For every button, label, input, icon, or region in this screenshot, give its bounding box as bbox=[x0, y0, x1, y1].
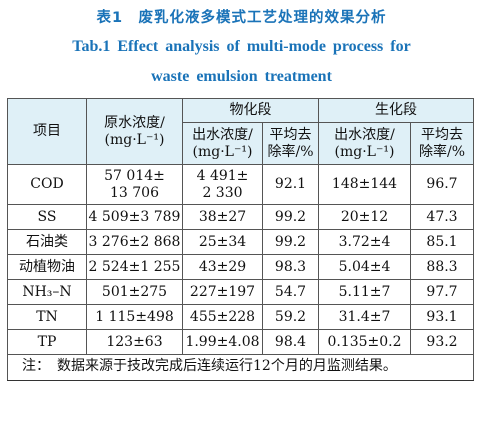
cell-bc-out: 0.135±0.2 bbox=[318, 329, 411, 355]
header-bc-effluent-unit: (mg·L⁻¹) bbox=[334, 143, 395, 160]
header-raw-unit: (mg·L⁻¹) bbox=[104, 131, 165, 148]
cell-pc-out-line2: 2 330 bbox=[202, 184, 243, 201]
cell-pc-out: 4 491± 2 330 bbox=[182, 164, 263, 205]
table-row: NH₃–N 501±275 227±197 54.7 5.11±7 97.7 bbox=[7, 279, 474, 305]
header-pc-effluent: 出水浓度/ (mg·L⁻¹) bbox=[182, 122, 263, 165]
table-row: 动植物油 2 524±1 255 43±29 98.3 5.04±4 88.3 bbox=[7, 254, 474, 280]
cell-pc-rate: 59.2 bbox=[262, 304, 319, 330]
header-pc-effluent-unit: (mg·L⁻¹) bbox=[192, 143, 253, 160]
header-item: 项目 bbox=[7, 98, 87, 165]
header-pc-effluent-label: 出水浓度/ bbox=[192, 126, 253, 143]
cell-item: 动植物油 bbox=[7, 254, 87, 280]
cell-item: SS bbox=[7, 204, 87, 230]
cell-bc-out: 148±144 bbox=[318, 164, 411, 205]
cell-bc-rate: 88.3 bbox=[410, 254, 474, 280]
cell-item: TP bbox=[7, 329, 87, 355]
table-row: SS 4 509±3 789 38±27 99.2 20±12 47.3 bbox=[7, 204, 474, 230]
table-row: TN 1 115±498 455±228 59.2 31.4±7 93.1 bbox=[7, 304, 474, 330]
cell-bc-out: 5.04±4 bbox=[318, 254, 411, 280]
table-note-row: 注： 数据来源于技改完成后连续运行12个月的月监测结果。 bbox=[7, 354, 474, 381]
table-caption-en-line1: Tab.1 Effect analysis of multi-mode proc… bbox=[72, 38, 411, 55]
cell-pc-out: 455±228 bbox=[182, 304, 263, 330]
header-biochem-stage: 生化段 bbox=[318, 98, 474, 123]
table-row: 石油类 3 276±2 868 25±34 99.2 3.72±4 85.1 bbox=[7, 229, 474, 255]
cell-item: 石油类 bbox=[7, 229, 87, 255]
cell-pc-out: 43±29 bbox=[182, 254, 263, 280]
cell-raw: 501±275 bbox=[86, 279, 183, 305]
cell-pc-rate: 99.2 bbox=[262, 204, 319, 230]
cell-item: COD bbox=[7, 164, 87, 205]
cell-pc-rate: 98.3 bbox=[262, 254, 319, 280]
cell-raw: 3 276±2 868 bbox=[86, 229, 183, 255]
cell-raw-line2: 13 706 bbox=[110, 184, 159, 201]
header-pc-removal-line1: 平均去 bbox=[269, 126, 312, 143]
cell-bc-rate: 85.1 bbox=[410, 229, 474, 255]
cell-raw: 123±63 bbox=[86, 329, 183, 355]
cell-pc-out-line1: 4 491± bbox=[196, 167, 249, 184]
table-row: TP 123±63 1.99±4.08 98.4 0.135±0.2 93.2 bbox=[7, 329, 474, 355]
header-physchem-stage: 物化段 bbox=[182, 98, 319, 123]
cell-pc-out: 38±27 bbox=[182, 204, 263, 230]
effect-analysis-table: 项目 原水浓度/ (mg·L⁻¹) 物化段 生化段 出水浓度/ (mg·L⁻¹)… bbox=[7, 98, 474, 381]
header-bc-removal: 平均去 除率/% bbox=[410, 122, 474, 165]
cell-bc-rate: 93.2 bbox=[410, 329, 474, 355]
cell-pc-out: 1.99±4.08 bbox=[182, 329, 263, 355]
table-note: 注： 数据来源于技改完成后连续运行12个月的月监测结果。 bbox=[7, 354, 474, 381]
cell-bc-out: 5.11±7 bbox=[318, 279, 411, 305]
cell-bc-out: 3.72±4 bbox=[318, 229, 411, 255]
cell-pc-rate: 98.4 bbox=[262, 329, 319, 355]
cell-pc-rate: 99.2 bbox=[262, 229, 319, 255]
header-bc-effluent: 出水浓度/ (mg·L⁻¹) bbox=[318, 122, 411, 165]
cell-bc-rate: 96.7 bbox=[410, 164, 474, 205]
header-raw-label: 原水浓度/ bbox=[104, 114, 165, 131]
cell-bc-out: 20±12 bbox=[318, 204, 411, 230]
cell-raw-line1: 57 014± bbox=[104, 167, 165, 184]
header-bc-removal-line1: 平均去 bbox=[421, 126, 463, 143]
cell-pc-out: 25±34 bbox=[182, 229, 263, 255]
header-pc-removal-line2: 除率/% bbox=[267, 143, 314, 160]
cell-pc-rate: 54.7 bbox=[262, 279, 319, 305]
cell-raw: 2 524±1 255 bbox=[86, 254, 183, 280]
cell-bc-rate: 47.3 bbox=[410, 204, 474, 230]
cell-bc-rate: 97.7 bbox=[410, 279, 474, 305]
header-pc-removal: 平均去 除率/% bbox=[262, 122, 319, 165]
header-bc-removal-line2: 除率/% bbox=[418, 143, 466, 160]
cell-raw: 57 014± 13 706 bbox=[86, 164, 183, 205]
header-raw-concentration: 原水浓度/ (mg·L⁻¹) bbox=[86, 98, 183, 165]
header-bc-effluent-label: 出水浓度/ bbox=[334, 126, 395, 143]
cell-item: NH₃–N bbox=[7, 279, 87, 305]
cell-bc-out: 31.4±7 bbox=[318, 304, 411, 330]
cell-item: TN bbox=[7, 304, 87, 330]
cell-bc-rate: 93.1 bbox=[410, 304, 474, 330]
cell-pc-rate: 92.1 bbox=[262, 164, 319, 205]
cell-raw: 1 115±498 bbox=[86, 304, 183, 330]
table-caption-en-line2: waste emulsion treatment bbox=[151, 68, 332, 85]
cell-raw: 4 509±3 789 bbox=[86, 204, 183, 230]
table-caption-cn: 表1 废乳化液多模式工艺处理的效果分析 bbox=[96, 10, 387, 26]
table-row: COD 57 014± 13 706 4 491± 2 330 92.1 148… bbox=[7, 164, 474, 205]
cell-pc-out: 227±197 bbox=[182, 279, 263, 305]
